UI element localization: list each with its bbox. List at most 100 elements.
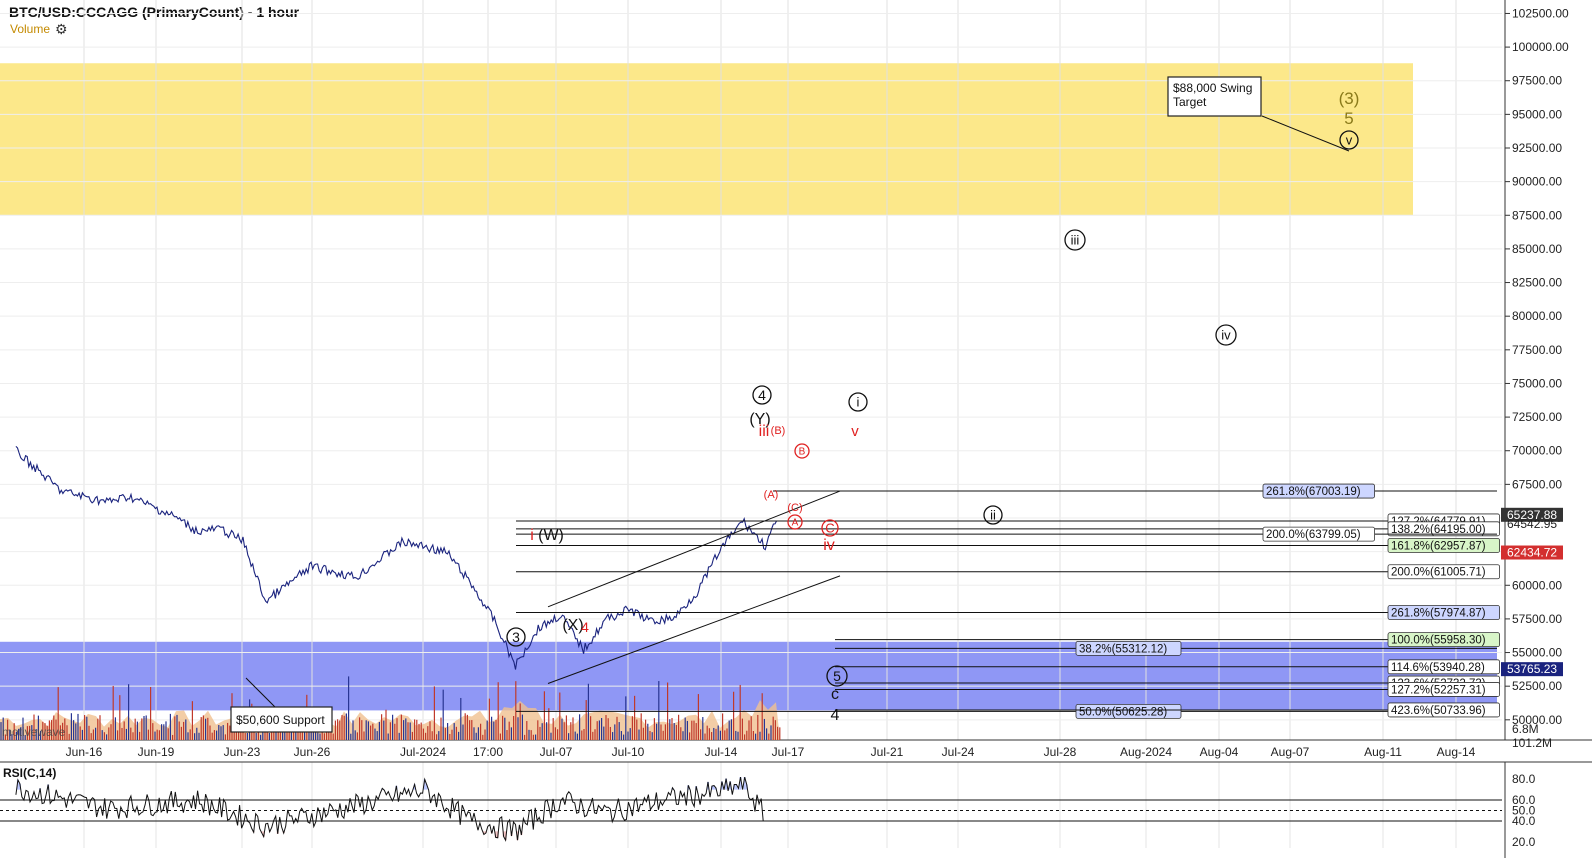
x-tick-label: Aug-11	[1364, 745, 1402, 759]
wave-label-red: (C)	[787, 502, 802, 514]
wave-circle-label-red: A	[787, 514, 803, 530]
svg-text:5: 5	[833, 668, 841, 684]
note-text: $88,000 Swing	[1173, 81, 1252, 95]
wave-label-red: 4	[581, 619, 589, 635]
y-tick-label: 60000.00	[1512, 578, 1562, 592]
fib-level[interactable]: 38.2%(55312.12)	[835, 640, 1497, 656]
y-tick-label: 67500.00	[1512, 477, 1562, 491]
y-tick-label: 77500.00	[1512, 343, 1562, 357]
y-tick-label: 87500.00	[1512, 208, 1562, 222]
svg-text:iv: iv	[1221, 328, 1231, 343]
svg-text:4: 4	[758, 387, 766, 403]
rsi-tick-label: 50.0	[1512, 804, 1536, 818]
x-tick-label: Aug-07	[1271, 745, 1310, 759]
fib-level[interactable]: 127.2%(64779.91)	[516, 513, 1500, 529]
gear-icon[interactable]: ⚙	[55, 21, 68, 37]
fib-label: 127.2%(52257.31)	[1391, 684, 1486, 696]
fib-level[interactable]: 50.0%(50625.28)	[516, 704, 1497, 719]
rsi-line	[15, 776, 764, 842]
support-note[interactable]: $50,600 Support	[230, 677, 333, 733]
y-tick-label: 70000.00	[1512, 444, 1562, 458]
y-tick-label: 85000.00	[1512, 242, 1562, 256]
price-flag: 65237.88	[1501, 507, 1563, 522]
x-tick-label: Jun-23	[224, 745, 261, 759]
wave-label-red: iii	[759, 423, 770, 440]
svg-text:ii: ii	[990, 508, 996, 523]
rsi-tick-label: 80.0	[1512, 772, 1536, 786]
fib-level[interactable]: 261.8%(67003.19)	[773, 483, 1497, 499]
y-tick-label: 90000.00	[1512, 175, 1562, 189]
wave-label: (X)	[562, 617, 583, 634]
x-tick-label: Jul-24	[942, 745, 975, 759]
price-flag-text: 64542.95	[1507, 517, 1557, 531]
y-tick-label: 75000.00	[1512, 376, 1562, 390]
wave-circle-label: 3	[506, 627, 526, 647]
rsi-title: RSI(C,14)	[3, 766, 56, 780]
rsi-tick-label: 20.0	[1512, 835, 1536, 849]
x-tick-label: Aug-14	[1437, 745, 1476, 759]
wave-circle-label: v	[1339, 130, 1359, 150]
wave-label-red: i	[530, 527, 534, 544]
y-tick-label: 82500.00	[1512, 276, 1562, 290]
fib-level[interactable]: 100.0%(55958.30)	[835, 632, 1500, 648]
y-tick-label: 57500.00	[1512, 612, 1562, 626]
fib-label: 200.0%(61005.71)	[1391, 567, 1486, 579]
fib-level[interactable]: 200.0%(63799.05)	[516, 526, 1497, 542]
wave-circle-label: 5	[826, 665, 848, 687]
price-flag-text: 65237.88	[1507, 508, 1557, 522]
note-text: Target	[1173, 95, 1207, 109]
y-tick-label: 102500.00	[1512, 6, 1569, 20]
x-tick-label: Jul-07	[540, 745, 573, 759]
volume-axis-label: 6.8M	[1512, 722, 1539, 736]
svg-text:B: B	[799, 447, 806, 458]
fib-label: 38.2%(55312.12)	[1079, 643, 1167, 655]
fib-level[interactable]: 200.0%(61005.71)	[516, 564, 1500, 580]
wave-circle-label-red: B	[794, 443, 810, 459]
fib-label: 50.0%(50625.28)	[1079, 706, 1167, 718]
y-tick-label: 72500.00	[1512, 410, 1562, 424]
note-text: $50,600 Support	[236, 713, 325, 727]
x-tick-label: Jul-10	[612, 745, 645, 759]
fib-label: 161.8%(62957.87)	[1391, 540, 1486, 552]
y-tick-label: 80000.00	[1512, 309, 1562, 323]
fib-label: 100.0%(55958.30)	[1391, 635, 1486, 647]
volume-label[interactable]: Volume	[10, 22, 51, 36]
svg-text:A: A	[792, 518, 799, 529]
fib-level[interactable]: 261.8%(57974.87)	[516, 605, 1500, 620]
watermark: motivewave	[2, 725, 66, 739]
y-tick-label: 100000.00	[1512, 40, 1569, 54]
wave-circle-label: i	[848, 392, 868, 412]
volume-axis-label: 101.2M	[1512, 736, 1552, 750]
price-flag-text: 62434.72	[1507, 546, 1557, 560]
fib-label: 423.6%(50733.96)	[1391, 705, 1486, 717]
zone-blue	[0, 641, 1497, 711]
svg-text:i: i	[857, 395, 860, 410]
wave-circle-label: 4	[752, 385, 772, 405]
y-tick-label: 52500.00	[1512, 679, 1562, 693]
x-tick-label: 17:00	[473, 745, 503, 759]
wave-circle-label-red: C	[821, 519, 839, 537]
x-tick-label: Jun-26	[294, 745, 331, 759]
x-tick-label: Aug-2024	[1120, 745, 1172, 759]
fib-level[interactable]: 114.6%(53940.28)	[835, 659, 1500, 675]
volume-bars	[0, 676, 781, 740]
wave-label-red: (B)	[771, 425, 786, 437]
x-tick-label: Aug-04	[1200, 745, 1239, 759]
x-tick-label: Jul-14	[705, 745, 738, 759]
x-tick-label: Jul-21	[871, 745, 904, 759]
fib-label: 261.8%(57974.87)	[1391, 608, 1486, 620]
price-flag: 64542.95	[1507, 517, 1557, 531]
wave-label-red: (A)	[764, 489, 779, 501]
x-tick-label: Jul-17	[772, 745, 805, 759]
fib-level[interactable]: 423.6%(50733.96)	[835, 702, 1500, 718]
channel-lower	[547, 575, 841, 684]
fib-label: 200.0%(63799.05)	[1266, 529, 1361, 541]
svg-text:C: C	[825, 521, 834, 536]
wave-label-red: v	[851, 423, 859, 440]
fib-level[interactable]: 161.8%(62957.87)	[516, 538, 1500, 553]
fib-label: 261.8%(67003.19)	[1266, 486, 1361, 498]
fib-level[interactable]: 127.2%(52257.31)	[835, 682, 1500, 697]
x-tick-label: Jul-28	[1044, 745, 1077, 759]
